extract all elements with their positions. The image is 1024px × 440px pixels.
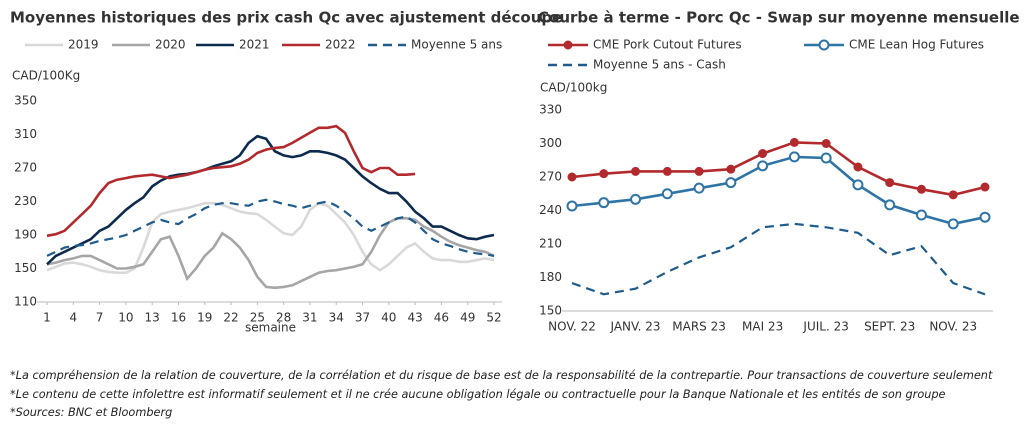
legend-label: CME Lean Hog Futures xyxy=(849,38,984,52)
y-tick-label: 350 xyxy=(14,94,37,108)
x-tick-label: 49 xyxy=(460,311,475,325)
point-marker xyxy=(885,178,895,188)
x-tick-label: 43 xyxy=(407,311,422,325)
series-line xyxy=(46,124,416,238)
x-tick-label: JANV. 23 xyxy=(609,320,660,334)
point-marker xyxy=(853,162,863,172)
x-tick-label: 4 xyxy=(69,311,77,325)
y-tick-label: 300 xyxy=(539,136,562,150)
y-tick-label: 270 xyxy=(539,170,562,184)
x-tick-label: SEPT. 23 xyxy=(864,320,915,334)
point-marker xyxy=(788,151,800,163)
y-tick-label: 310 xyxy=(14,127,37,141)
series-line xyxy=(46,201,495,274)
x-tick-label: 52 xyxy=(486,311,501,325)
point-marker xyxy=(630,193,642,205)
y-tick-label: 150 xyxy=(14,261,37,275)
x-tick-label: 16 xyxy=(171,311,186,325)
legend-label: 2021 xyxy=(239,38,270,52)
point-marker xyxy=(980,182,990,192)
point-marker xyxy=(599,169,609,179)
chart-title: Courbe à terme - Porc Qc - Swap sur moye… xyxy=(538,9,1020,27)
point-marker xyxy=(915,209,927,221)
x-tick-label: 25 xyxy=(250,311,265,325)
point-marker xyxy=(725,177,737,189)
x-tick-label: 7 xyxy=(96,311,104,325)
x-tick-label: 22 xyxy=(223,311,238,325)
point-marker xyxy=(598,197,610,209)
legend-label: 2022 xyxy=(325,38,356,52)
series-line xyxy=(571,222,986,296)
legend-label: Moyenne 5 ans - Cash xyxy=(593,58,726,72)
point-marker xyxy=(662,166,672,176)
point-marker xyxy=(726,164,736,174)
x-tick-label: NOV. 22 xyxy=(548,320,596,334)
legend-marker xyxy=(818,39,830,51)
x-tick-label: 37 xyxy=(355,311,370,325)
series-line xyxy=(46,198,495,257)
point-marker xyxy=(852,179,864,191)
y-tick-label: 210 xyxy=(539,237,562,251)
point-marker xyxy=(820,152,832,164)
footnote: *Le contenu de cette infolettre est info… xyxy=(10,388,946,401)
x-tick-label: 1 xyxy=(43,311,51,325)
point-marker xyxy=(567,172,577,182)
chart-title: Moyennes historiques des prix cash Qc av… xyxy=(10,9,562,27)
point-marker xyxy=(661,188,673,200)
x-tick-label: 13 xyxy=(145,311,160,325)
point-marker xyxy=(916,184,926,194)
footnote: *Sources: BNC et Bloomberg xyxy=(10,406,172,419)
legend-label: Moyenne 5 ans xyxy=(411,38,502,52)
legend-label: CME Pork Cutout Futures xyxy=(593,38,742,52)
point-marker xyxy=(757,160,769,172)
series-line xyxy=(46,217,495,290)
x-tick-label: JUIL. 23 xyxy=(802,320,848,334)
y-tick-label: 180 xyxy=(539,270,562,284)
y-tick-label: 230 xyxy=(14,194,37,208)
point-marker xyxy=(631,166,641,176)
x-tick-label: 10 xyxy=(118,311,133,325)
legend-label: 2020 xyxy=(155,38,186,52)
point-marker xyxy=(694,166,704,176)
point-marker xyxy=(884,199,896,211)
point-marker xyxy=(948,190,958,200)
point-marker xyxy=(979,211,991,223)
x-tick-label: 40 xyxy=(381,311,396,325)
series-line xyxy=(46,134,495,266)
point-marker xyxy=(693,182,705,194)
x-tick-label: 46 xyxy=(434,311,449,325)
point-marker xyxy=(566,200,578,212)
y-tick-label: 240 xyxy=(539,203,562,217)
y-tick-label: 110 xyxy=(14,295,37,309)
x-tick-label: 28 xyxy=(276,311,291,325)
y-tick-label: 270 xyxy=(14,161,37,175)
y-tick-label: 190 xyxy=(14,228,37,242)
y-axis-label: CAD/100kg xyxy=(540,81,607,95)
footnote: *La compréhension de la relation de couv… xyxy=(10,369,993,382)
y-tick-label: 330 xyxy=(539,103,562,117)
y-axis-label: CAD/100Kg xyxy=(12,69,80,83)
x-tick-label: NOV. 23 xyxy=(929,320,977,334)
series-line xyxy=(571,141,986,197)
x-tick-label: MAI 23 xyxy=(742,320,783,334)
point-marker xyxy=(758,149,768,159)
x-axis-label: semaine xyxy=(245,321,296,335)
point-marker xyxy=(821,139,831,148)
x-tick-label: 34 xyxy=(329,311,344,325)
y-tick-label: 150 xyxy=(539,304,562,318)
legend-label: 2019 xyxy=(68,38,99,52)
point-marker xyxy=(947,218,959,230)
x-tick-label: 31 xyxy=(302,311,317,325)
point-marker xyxy=(789,137,799,147)
x-tick-label: MARS 23 xyxy=(672,320,726,334)
x-tick-label: 19 xyxy=(197,311,212,325)
legend-marker xyxy=(563,40,573,50)
